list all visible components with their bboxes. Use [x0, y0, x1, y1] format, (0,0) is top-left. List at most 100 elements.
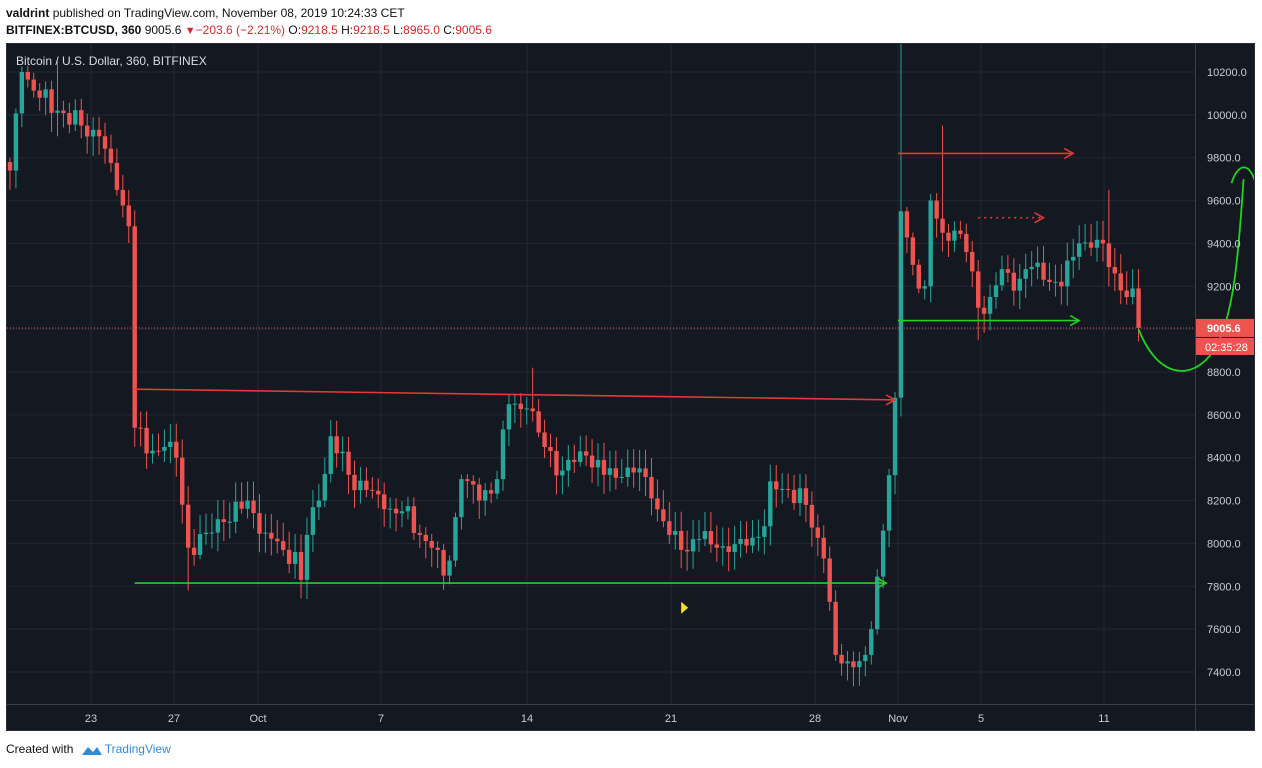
candle-body — [488, 490, 494, 494]
candle-body — [542, 432, 547, 447]
candle-body — [328, 436, 333, 474]
candle-body — [714, 544, 720, 548]
projection-arrow-head — [1230, 166, 1254, 184]
candle-body — [197, 534, 203, 555]
candle-body — [1023, 269, 1028, 279]
candle-body — [833, 601, 838, 655]
countdown-label-box — [1196, 337, 1254, 355]
arrow-head — [1034, 212, 1046, 224]
x-tick-label: 23 — [85, 713, 97, 725]
candle-body — [67, 113, 72, 125]
candle-body — [1017, 278, 1022, 291]
candle-body — [1118, 273, 1123, 291]
candle-body — [583, 451, 589, 456]
candle-body — [667, 521, 672, 535]
chart-panel[interactable]: 10200.0 10000.0 9800.0 9600.0 9400.0 9200.0 90… — [6, 43, 1255, 731]
candle-body — [607, 468, 613, 475]
candle-body — [174, 441, 179, 458]
candle-body — [631, 467, 636, 473]
x-tick-label: 7 — [378, 713, 384, 725]
candle-body — [453, 517, 458, 561]
candle-body — [1029, 266, 1034, 270]
chart-header: valdrint published on TradingView.com, N… — [6, 4, 1256, 42]
x-tick-label: Nov — [888, 713, 908, 725]
candle-body — [1106, 243, 1112, 268]
candle-body — [512, 403, 518, 405]
candle-body — [102, 136, 108, 149]
candle-body — [79, 110, 84, 126]
candle-body — [572, 459, 577, 462]
candle-body — [494, 479, 500, 494]
candle-body — [61, 110, 66, 114]
candle-body — [821, 537, 826, 559]
candle-body — [946, 232, 951, 241]
candle-body — [768, 481, 773, 527]
candle-body — [506, 404, 512, 430]
candle-body — [809, 504, 815, 528]
candle-body — [233, 501, 238, 522]
candle-body — [387, 508, 393, 510]
price-change: −203.6 (−2.21%) — [195, 23, 286, 37]
candle-body — [1082, 242, 1088, 244]
candle-body — [286, 549, 292, 564]
candle-body — [370, 489, 375, 491]
candle-body — [429, 541, 434, 548]
candle-body — [239, 501, 244, 509]
candle-body — [708, 531, 714, 545]
close-value: 9005.6 — [455, 23, 492, 37]
open-value: 9218.5 — [301, 23, 338, 37]
candle-body — [785, 488, 791, 490]
candle-body — [756, 536, 761, 538]
candle-body — [720, 546, 725, 548]
candle-body — [1035, 262, 1040, 267]
candle-body — [726, 546, 731, 552]
ohlc-line: BITFINEX:BTCUSD, 360 9005.6 ▼−203.6 (−2.… — [6, 23, 492, 37]
candle-body — [126, 205, 131, 227]
candle-body — [423, 534, 428, 542]
candle-body — [1053, 281, 1058, 283]
candle-body — [952, 230, 957, 241]
candle-body — [732, 544, 737, 552]
candle-body — [595, 459, 601, 468]
candle-body — [981, 307, 987, 314]
candle-body — [934, 200, 939, 219]
candle-body — [358, 480, 363, 491]
candle-body — [940, 218, 945, 233]
candle-body — [364, 480, 369, 490]
price-chart[interactable]: 10200.0 10000.0 9800.0 9600.0 9400.0 9200.0 90… — [7, 44, 1254, 730]
candle-body — [120, 189, 126, 206]
candle-body — [245, 500, 250, 509]
candle-body — [524, 408, 529, 410]
author-name[interactable]: valdrint — [6, 6, 50, 20]
tradingview-brand[interactable]: TradingView — [104, 742, 171, 756]
x-tick-label: Oct — [249, 713, 266, 725]
candle-body — [744, 539, 749, 546]
candle-body — [108, 148, 114, 163]
candle-body — [649, 476, 654, 499]
candle-body — [251, 500, 256, 514]
arrow-head — [1063, 147, 1075, 160]
candle-body — [500, 429, 506, 480]
candle-body — [441, 549, 446, 576]
tradingview-logo-icon — [81, 744, 103, 756]
candle-body — [839, 654, 844, 664]
candle-body — [411, 506, 417, 533]
candle-body — [19, 72, 25, 114]
candle-body — [916, 264, 921, 289]
candle-body — [922, 286, 927, 289]
candle-body — [459, 479, 464, 518]
candle-body — [696, 539, 702, 541]
y-tick-label: 9600.0 — [1207, 196, 1241, 208]
candle-body — [536, 411, 541, 433]
candle-body — [970, 252, 975, 272]
published-text: published on TradingView.com, November 0… — [52, 6, 405, 20]
publish-line: valdrint published on TradingView.com, N… — [6, 6, 405, 20]
candle-body — [7, 162, 13, 171]
candle-body — [55, 110, 60, 113]
candle-body — [566, 459, 571, 471]
y-tick-label: 10200.0 — [1207, 67, 1247, 79]
x-tick-label: 28 — [809, 713, 821, 725]
y-tick-label: 7800.0 — [1207, 581, 1241, 593]
candle-body — [815, 527, 821, 538]
candle-body — [162, 447, 167, 451]
